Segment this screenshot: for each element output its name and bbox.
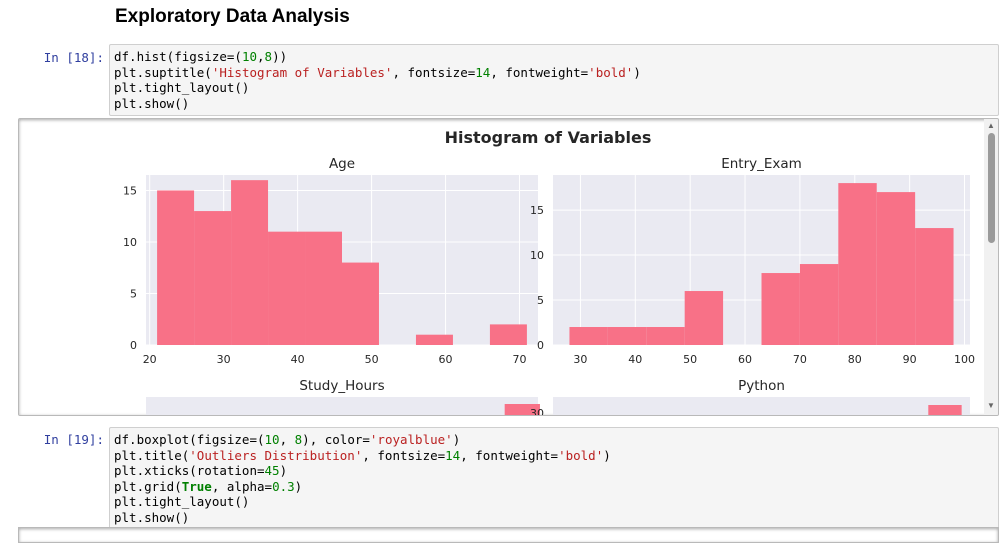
y-tick-label: 10 (530, 249, 544, 262)
cell-output: Histogram of Variables Age 20 30 40 50 60 70 0 5 1… (18, 118, 999, 416)
code-line: plt.xticks(rotation=45) (114, 463, 288, 478)
histogram-bar (194, 211, 232, 345)
y-tick-label: 15 (123, 184, 137, 197)
y-tick-label: 15 (530, 204, 544, 217)
y-tick-label: 30 (530, 407, 544, 415)
y-tick-label: 10 (123, 236, 137, 249)
histogram-bar (569, 327, 608, 345)
histogram-bar (761, 273, 800, 345)
y-tick-label: 0 (130, 339, 137, 352)
scroll-up-icon[interactable]: ▲ (987, 121, 995, 130)
plot-area (146, 397, 538, 415)
x-tick-label: 70 (793, 353, 807, 366)
y-tick-label: 5 (537, 294, 544, 307)
histogram-bar (415, 334, 453, 345)
code-cell-input[interactable]: df.hist(figsize=(10,8)) plt.suptitle('His… (109, 44, 999, 116)
x-tick-label: 90 (903, 353, 917, 366)
histogram-bar (799, 264, 839, 345)
y-tick-label: 0 (537, 339, 544, 352)
histogram-bar (838, 183, 877, 345)
output-scrollbar[interactable]: ▲ ▼ (984, 119, 998, 415)
histogram-bar (915, 228, 954, 345)
code-line: df.hist(figsize=(10,8)) (114, 49, 288, 64)
x-tick-label: 70 (513, 353, 527, 366)
subplot-title: Study_Hours (299, 378, 384, 394)
histogram-bar (504, 404, 540, 415)
x-tick-label: 100 (954, 353, 975, 366)
plot-area (553, 397, 970, 415)
histogram-bar (268, 231, 306, 345)
x-tick-label: 30 (217, 353, 231, 366)
x-tick-label: 40 (628, 353, 642, 366)
code-line: plt.title('Outliers Distribution', fonts… (114, 447, 611, 463)
x-tick-label: 20 (143, 353, 157, 366)
x-tick-label: 50 (365, 353, 379, 366)
histogram-bar (231, 180, 269, 345)
code-line: plt.suptitle('Histogram of Variables', f… (114, 64, 641, 80)
code-cell-input[interactable]: df.boxplot(figsize=(10, 8), color='royal… (109, 427, 999, 529)
code-line: plt.tight_layout() (114, 494, 250, 509)
subplot-title: Entry_Exam (721, 156, 802, 172)
subplot-title: Python (738, 378, 785, 394)
code-line: plt.show() (114, 509, 190, 525)
scroll-down-icon[interactable]: ▼ (987, 401, 995, 410)
code-line: df.boxplot(figsize=(10, 8), color='royal… (114, 432, 461, 447)
y-tick-label: 5 (130, 287, 137, 300)
cell-output (18, 527, 999, 543)
x-tick-label: 30 (573, 353, 587, 366)
subplot-title: Age (329, 156, 355, 172)
x-tick-label: 80 (848, 353, 862, 366)
cell-prompt: In [18]: (43, 50, 104, 65)
code-editor[interactable]: df.hist(figsize=(10,8)) plt.suptitle('His… (114, 49, 641, 111)
histogram-bar (684, 291, 724, 345)
histogram-bar (157, 190, 195, 345)
histogram-bar (342, 262, 379, 345)
histogram-bar (876, 192, 916, 345)
x-tick-label: 40 (291, 353, 305, 366)
scrollbar-thumb[interactable] (988, 133, 995, 243)
histogram-bar (607, 327, 647, 345)
histogram-bar (489, 324, 527, 345)
histogram-bar (928, 405, 962, 415)
histogram-bar (646, 327, 685, 345)
code-line: plt.grid(True, alpha=0.3) (114, 478, 303, 494)
figure-title: Histogram of Variables (445, 128, 652, 147)
section-heading: Exploratory Data Analysis (115, 6, 350, 27)
cell-prompt: In [19]: (43, 432, 104, 447)
x-tick-label: 60 (439, 353, 453, 366)
histogram-bar (305, 231, 342, 345)
x-tick-label: 60 (738, 353, 752, 366)
code-line: plt.show() (114, 95, 190, 111)
code-editor[interactable]: df.boxplot(figsize=(10, 8), color='royal… (114, 432, 611, 525)
x-tick-label: 50 (683, 353, 697, 366)
code-line: plt.tight_layout() (114, 80, 250, 95)
